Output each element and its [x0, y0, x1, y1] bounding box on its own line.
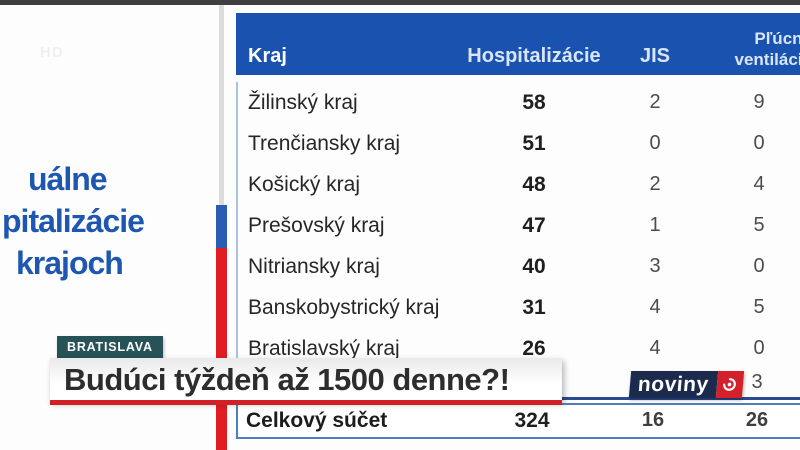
flag-blue-bar — [216, 205, 227, 248]
location-tag: BRATISLAVA — [57, 336, 163, 358]
total-label: Celkový súčet — [246, 409, 388, 432]
cell-kraj: Nitriansky kraj — [248, 255, 380, 278]
cell-hospitalizacie: 48 — [522, 173, 546, 196]
cell-hospitalizacie: 47 — [522, 214, 546, 237]
total-plucna: 26 — [745, 409, 769, 431]
cell-plucna: 5 — [753, 296, 765, 318]
cell-kraj: Banskobystrický kraj — [248, 296, 440, 319]
cell-jis: 1 — [649, 214, 661, 236]
table-row: Žilinský kraj 58 2 9 — [238, 82, 800, 123]
cell-plucna: 5 — [753, 214, 765, 236]
data-table: Žilinský kraj 58 2 9 Trenčiansky kraj 51… — [236, 82, 800, 397]
total-row: Celkový súčet 324 16 26 — [236, 403, 800, 439]
column-header-jis: JIS — [639, 45, 671, 67]
side-title-line-3: krajoch — [16, 245, 124, 281]
headline-text: Budúci týždeň až 1500 denne?! — [64, 362, 510, 397]
total-hospitalizacie: 324 — [514, 409, 550, 432]
table-row: Banskobystrický kraj 31 4 5 — [238, 287, 800, 328]
flag-red-bar — [216, 248, 227, 450]
cell-hospitalizacie: 31 — [522, 296, 546, 319]
cell-plucna: 0 — [753, 255, 765, 277]
cell-plucna: 0 — [753, 132, 765, 154]
side-title-line-2: pitalizácie — [2, 203, 145, 239]
cell-hospitalizacie: 51 — [522, 132, 546, 155]
cell-jis: 4 — [649, 296, 661, 318]
obscured-row-value: 3 — [751, 371, 763, 393]
cell-kraj: Trenčiansky kraj — [248, 132, 401, 155]
cell-jis: 3 — [649, 255, 661, 277]
total-jis: 16 — [641, 409, 665, 431]
table-row: Prešovský kraj 47 1 5 — [238, 205, 800, 246]
table-header: Kraj Hospitalizácie JIS Pľúcna ventiláci… — [236, 13, 800, 75]
cell-jis: 4 — [649, 337, 661, 359]
cell-plucna: 0 — [753, 337, 765, 359]
vertical-divider — [219, 5, 224, 205]
cell-hospitalizacie: 26 — [522, 337, 546, 360]
broadcast-top-bar — [0, 0, 800, 5]
headline-underline — [50, 400, 562, 405]
headline-banner: Budúci týždeň až 1500 denne?! — [50, 358, 562, 401]
cell-hospitalizacie: 40 — [522, 255, 546, 278]
cell-plucna: 4 — [753, 173, 765, 195]
column-header-kraj: Kraj — [248, 45, 287, 67]
cell-kraj: Košický kraj — [248, 173, 361, 196]
noviny-logo-text: noviny — [628, 371, 718, 398]
cell-jis: 2 — [649, 91, 661, 113]
cell-jis: 0 — [649, 132, 661, 154]
table-row: Nitriansky kraj 40 3 0 — [238, 246, 800, 287]
table-row: Bratislavský kraj 26 4 0 — [238, 328, 800, 369]
cell-jis: 2 — [649, 173, 661, 195]
cell-kraj: Bratislavský kraj — [248, 337, 400, 360]
cell-plucna: 9 — [753, 91, 765, 113]
column-header-hospitalizacie: Hospitalizácie — [467, 45, 601, 67]
table-row: Košický kraj 48 2 4 — [238, 164, 800, 205]
cell-kraj: Žilinský kraj — [248, 91, 358, 114]
cell-kraj: Prešovský kraj — [248, 214, 385, 237]
noviny-logo: noviny — [628, 371, 744, 398]
cell-hospitalizacie: 58 — [522, 91, 546, 114]
table-row: Trenčiansky kraj 51 0 0 — [238, 123, 800, 164]
spiral-icon — [715, 371, 744, 398]
column-header-plucna-ventilacia: Pľúcna ventilácia — [734, 28, 800, 69]
hd-watermark: HD — [40, 44, 64, 61]
side-title-line-1: uálne — [28, 161, 108, 197]
